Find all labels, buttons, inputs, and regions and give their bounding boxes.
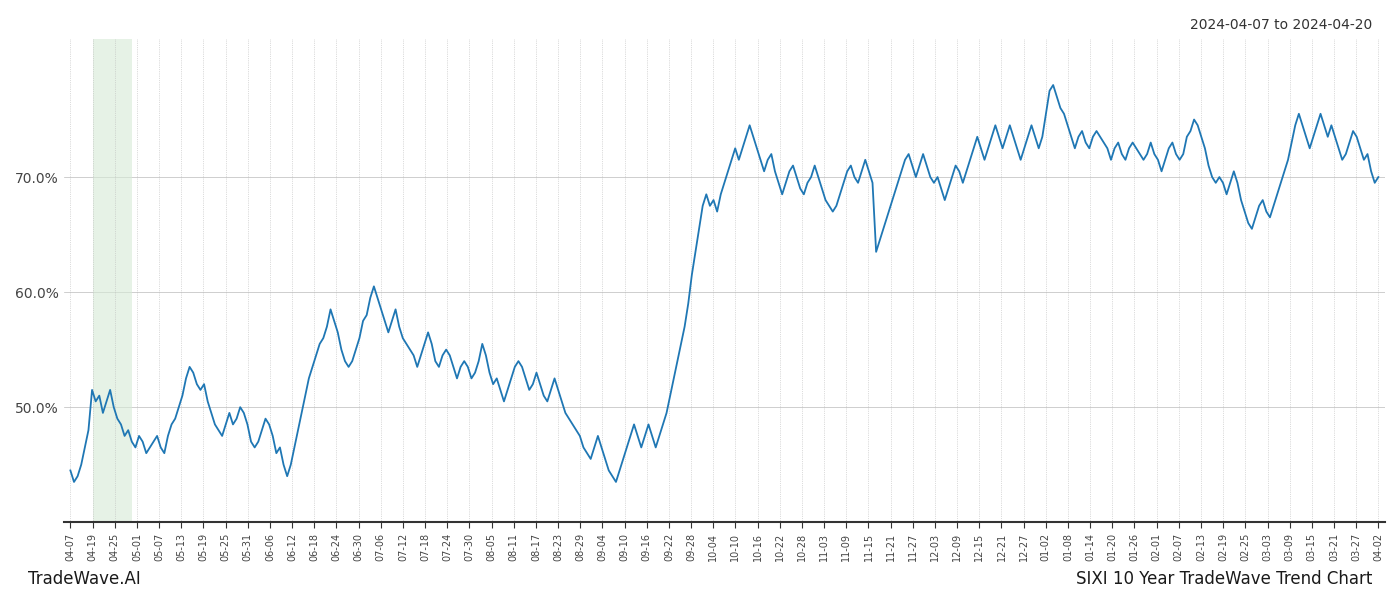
Bar	[92, 39, 133, 522]
Text: TradeWave.AI: TradeWave.AI	[28, 570, 141, 588]
Text: SIXI 10 Year TradeWave Trend Chart: SIXI 10 Year TradeWave Trend Chart	[1075, 570, 1372, 588]
Text: 2024-04-07 to 2024-04-20: 2024-04-07 to 2024-04-20	[1190, 18, 1372, 32]
